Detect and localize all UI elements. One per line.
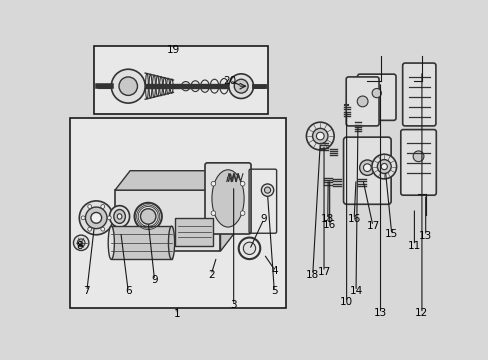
Bar xyxy=(115,190,220,251)
Text: 12: 12 xyxy=(414,309,427,319)
Text: 19: 19 xyxy=(166,45,180,55)
Text: 6: 6 xyxy=(124,286,131,296)
Ellipse shape xyxy=(168,226,174,260)
FancyBboxPatch shape xyxy=(346,77,378,126)
Circle shape xyxy=(412,151,423,162)
Bar xyxy=(94,46,267,114)
Circle shape xyxy=(306,122,333,150)
Text: 16: 16 xyxy=(347,214,360,224)
Circle shape xyxy=(316,132,324,140)
Circle shape xyxy=(211,181,215,186)
FancyBboxPatch shape xyxy=(357,74,395,120)
Text: 13: 13 xyxy=(418,231,431,241)
Text: 20: 20 xyxy=(223,76,236,86)
Text: 18: 18 xyxy=(321,214,334,224)
Ellipse shape xyxy=(211,170,244,227)
Text: 3: 3 xyxy=(230,300,237,310)
Circle shape xyxy=(264,187,270,193)
Circle shape xyxy=(211,211,215,215)
Text: 17: 17 xyxy=(366,221,379,231)
FancyBboxPatch shape xyxy=(402,63,435,126)
FancyBboxPatch shape xyxy=(400,130,435,195)
Circle shape xyxy=(243,242,255,255)
Text: 17: 17 xyxy=(317,267,330,277)
Circle shape xyxy=(119,77,137,95)
Circle shape xyxy=(377,159,390,174)
Circle shape xyxy=(228,74,253,99)
FancyBboxPatch shape xyxy=(343,137,390,204)
Circle shape xyxy=(140,209,156,224)
Circle shape xyxy=(87,204,91,208)
Bar xyxy=(111,226,171,260)
Text: 2: 2 xyxy=(207,270,214,280)
Ellipse shape xyxy=(117,214,122,219)
Ellipse shape xyxy=(108,226,114,260)
Circle shape xyxy=(312,129,327,144)
Circle shape xyxy=(134,203,162,230)
Text: 16: 16 xyxy=(323,220,336,230)
Text: 5: 5 xyxy=(270,286,277,296)
Circle shape xyxy=(234,79,247,93)
Bar xyxy=(70,118,286,308)
Circle shape xyxy=(240,211,244,215)
Polygon shape xyxy=(115,171,235,190)
Text: 15: 15 xyxy=(385,229,398,239)
Ellipse shape xyxy=(114,210,125,223)
Text: 7: 7 xyxy=(83,286,90,296)
Text: 9: 9 xyxy=(260,214,266,224)
Circle shape xyxy=(261,184,273,196)
Text: 9: 9 xyxy=(151,275,158,285)
Circle shape xyxy=(363,164,370,171)
Circle shape xyxy=(357,96,367,107)
Text: 11: 11 xyxy=(407,240,420,251)
Circle shape xyxy=(381,163,386,170)
Text: 1: 1 xyxy=(174,309,180,319)
Text: 18: 18 xyxy=(305,270,319,280)
Circle shape xyxy=(77,239,85,247)
FancyBboxPatch shape xyxy=(204,163,250,234)
Circle shape xyxy=(240,181,244,186)
Circle shape xyxy=(107,216,111,220)
Circle shape xyxy=(101,204,104,208)
Text: 10: 10 xyxy=(339,297,352,307)
Bar xyxy=(175,218,213,246)
Circle shape xyxy=(371,89,381,98)
Circle shape xyxy=(73,235,89,251)
Text: 4: 4 xyxy=(271,266,278,275)
Circle shape xyxy=(91,212,102,223)
Circle shape xyxy=(111,69,145,103)
Circle shape xyxy=(81,216,85,220)
Circle shape xyxy=(101,227,104,231)
Text: 8: 8 xyxy=(76,240,82,251)
Circle shape xyxy=(79,201,113,235)
Circle shape xyxy=(87,227,91,231)
Circle shape xyxy=(371,154,396,179)
Circle shape xyxy=(359,160,374,175)
Text: 13: 13 xyxy=(373,309,386,319)
Ellipse shape xyxy=(109,206,129,227)
Text: 14: 14 xyxy=(349,286,362,296)
Polygon shape xyxy=(220,171,235,251)
Circle shape xyxy=(85,207,107,229)
